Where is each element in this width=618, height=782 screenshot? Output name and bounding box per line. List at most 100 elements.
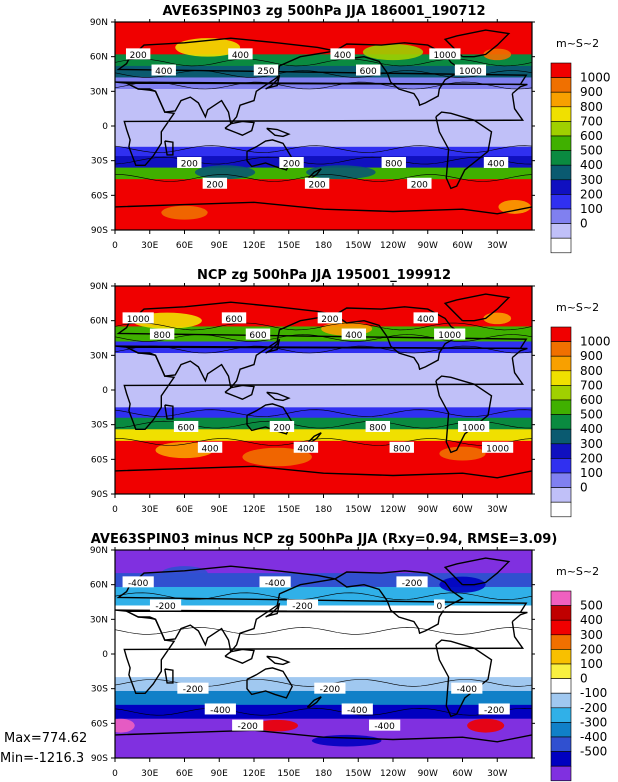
- field-anomaly: [306, 165, 376, 180]
- contour-label-text: -400: [265, 579, 286, 589]
- coastline: [265, 338, 281, 354]
- contour-label-text: 800: [385, 159, 402, 169]
- colorbar-label: 300: [580, 628, 603, 642]
- colorbar-label: 300: [580, 173, 603, 187]
- contour-label-box: [369, 719, 401, 731]
- contour-label-text: 250: [257, 67, 274, 77]
- contour-label-text: 1000: [459, 67, 482, 77]
- coastline: [115, 465, 532, 479]
- contour-label-box: [177, 156, 202, 168]
- contour-label-box: [204, 703, 236, 715]
- y-tick-label: 30S: [91, 685, 108, 695]
- colorbar-label: 400: [580, 613, 603, 627]
- y-tick-label: 60N: [90, 317, 108, 327]
- contour-label-text: 400: [232, 51, 249, 61]
- contour-label-box: [232, 719, 264, 731]
- field-band: [115, 156, 532, 169]
- colorbar-label: 200: [580, 187, 603, 201]
- contour-label-text: 800: [369, 423, 386, 433]
- contour-label: 800: [381, 156, 406, 169]
- coastline: [266, 391, 291, 402]
- colorbar-swatch: [550, 385, 572, 401]
- contour-label-text: -200: [183, 685, 204, 695]
- contour-label-box: [228, 48, 253, 60]
- contour-label-text: -200: [237, 722, 258, 732]
- colorbar-swatch: [550, 428, 572, 445]
- contour-line: [115, 438, 532, 446]
- field-anomaly: [161, 205, 208, 220]
- contour-label-box: [149, 599, 182, 611]
- x-tick-label: 150E: [277, 769, 300, 779]
- contour-label: -400: [341, 703, 373, 716]
- contour-label-text: -400: [347, 706, 368, 716]
- contour-label-box: [458, 420, 490, 432]
- contour-label: -200: [314, 682, 346, 695]
- contour-line: [115, 58, 532, 67]
- contour-label: 800: [365, 420, 390, 433]
- colorbar-swatch: [550, 678, 572, 694]
- colorbar-label: 200: [580, 642, 603, 656]
- colorbar-label: 0: [580, 481, 588, 495]
- contour-label: 1000: [454, 64, 487, 77]
- contour-label-text: 1000: [127, 315, 150, 325]
- x-tick-label: 60W: [452, 241, 472, 251]
- contour-label-box: [483, 156, 509, 168]
- map-field: -400 -200 -200 -400 -200 -400 -200 -200 -400 -400…: [115, 550, 532, 758]
- contour-label-box: [259, 576, 291, 588]
- contour-line: [115, 707, 532, 716]
- colorbar-label: 500: [580, 408, 603, 422]
- contour-label-box: [365, 420, 390, 432]
- x-tick-label: 90E: [211, 241, 228, 251]
- contour-label: 200: [279, 156, 304, 169]
- contour-label: 1000: [122, 312, 154, 325]
- x-tick-label: 30W: [487, 769, 507, 779]
- y-tick-label: 90N: [90, 546, 108, 556]
- coastline: [123, 346, 528, 430]
- contour-label-box: [341, 328, 367, 340]
- contour-line: [115, 174, 532, 182]
- contour-label: 600: [356, 64, 381, 77]
- contour-label: 200: [317, 312, 343, 325]
- contour-label: 200: [407, 177, 432, 190]
- colorbar-label: 900: [580, 349, 603, 363]
- colorbar-swatch: [550, 765, 572, 782]
- contour-label: 400: [341, 328, 367, 341]
- contour-label: 400: [483, 156, 509, 169]
- colorbar-label: 700: [580, 114, 603, 128]
- contour-label-text: 200: [411, 180, 428, 190]
- colorbar-swatch: [550, 722, 572, 738]
- contour-label-box: [317, 312, 343, 324]
- colorbar-swatch: [550, 77, 572, 93]
- coastline: [334, 306, 464, 371]
- contour-label-text: 800: [393, 444, 410, 454]
- colorbar-swatch: [550, 106, 572, 122]
- x-tick-label: 60W: [452, 505, 472, 515]
- colorbar-label: -200: [580, 701, 607, 715]
- contour-label: -400: [204, 703, 236, 716]
- contour-label-text: -200: [484, 706, 505, 716]
- contour-label-text: 600: [225, 315, 242, 325]
- contour-label-text: -400: [457, 685, 478, 695]
- contour-label-box: [286, 599, 319, 611]
- contour-label: 400: [413, 312, 438, 325]
- colorbar-swatch: [550, 341, 572, 357]
- contour-label: 1000: [434, 328, 466, 341]
- contour-label-box: [122, 312, 154, 324]
- y-tick-label: 0: [102, 122, 108, 132]
- contour-label-box: [341, 703, 373, 715]
- x-tick-label: 180: [315, 769, 332, 779]
- contour-label-box: [434, 599, 445, 611]
- contour-label: 400: [197, 441, 223, 454]
- colorbar-swatch: [550, 414, 572, 430]
- contour-line: [115, 322, 532, 331]
- contour-label: -400: [451, 682, 483, 695]
- contour-label-text: -400: [210, 706, 231, 716]
- colorbar-swatch: [550, 751, 572, 767]
- contour-label-text: 600: [360, 67, 377, 77]
- colorbar-label: 400: [580, 158, 603, 172]
- contour-line: [115, 81, 532, 90]
- x-tick-label: 120W: [380, 769, 406, 779]
- coastline: [435, 111, 493, 190]
- contour-label: -400: [369, 719, 401, 732]
- colorbar-swatch: [550, 663, 572, 679]
